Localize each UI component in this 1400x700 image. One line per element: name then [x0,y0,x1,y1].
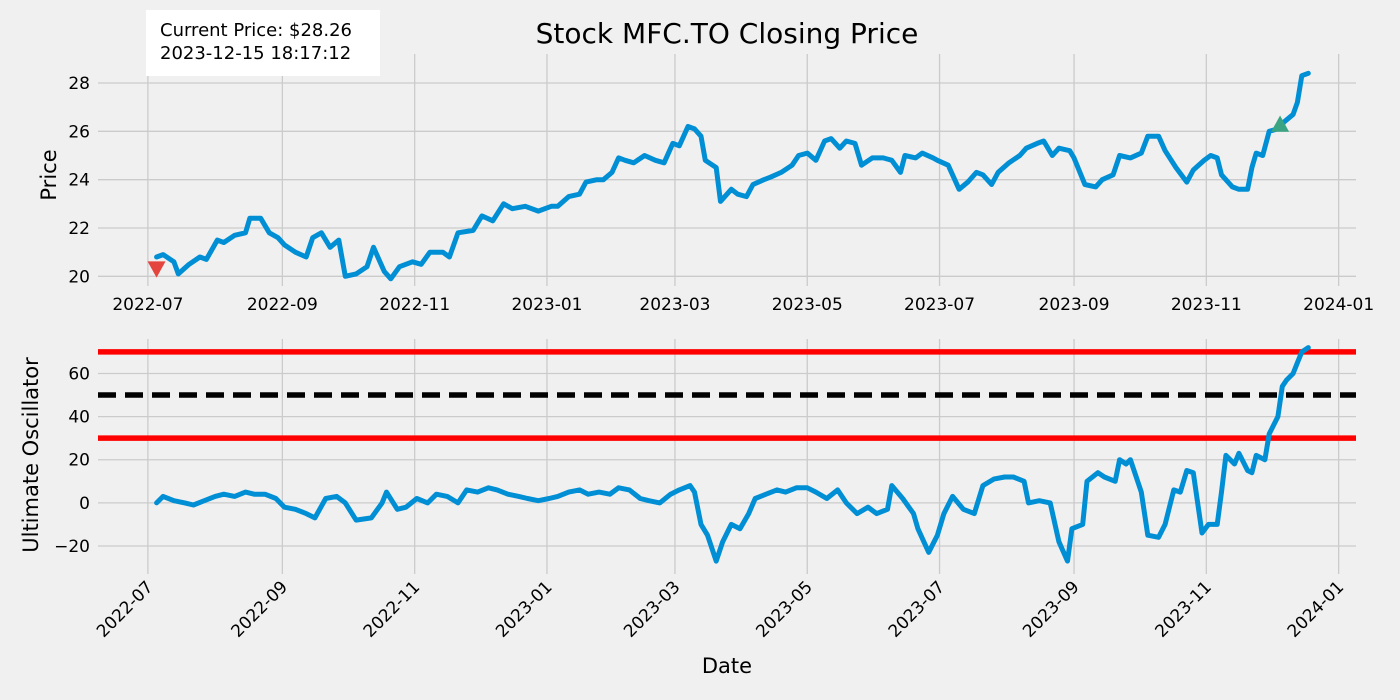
osc-x-tick-label: 2023-07 [885,577,949,641]
osc-y-tick-label: 40 [68,408,90,428]
osc-x-tick-label: 2022-07 [93,577,157,641]
osc-x-tick-label: 2023-11 [1152,577,1216,641]
price-x-tick-label: 2022-09 [247,295,318,315]
osc-x-tick-label: 2022-11 [360,577,424,641]
osc-y-tick-label: 20 [68,451,90,471]
oscillator-y-axis-label: Ultimate Oscillator [19,357,43,553]
osc-x-tick-label: 2024-01 [1284,577,1348,641]
sell-signal-marker [147,261,166,278]
price-x-tick-labels: 2022-07 2022-09 2022-11 2023-01 2023-03 2023-… [112,295,1374,315]
price-x-tick-label: 2023-03 [639,295,710,315]
price-y-tick-label: 20 [68,267,90,287]
price-line [154,70,1311,282]
price-y-tick-label: 24 [68,171,90,191]
x-axis-label: Date [702,654,752,678]
osc-x-tick-label: 2022-09 [228,577,292,641]
price-y-tick-labels: 20 22 24 26 28 [68,74,90,287]
osc-y-tick-label: 0 [79,494,90,514]
oscillator-reference-lines [98,349,1356,441]
osc-x-tick-label: 2023-05 [752,577,816,641]
current-price-box-bg [146,10,380,76]
price-x-tick-label: 2022-11 [379,295,450,315]
price-x-tick-label: 2022-07 [112,295,183,315]
price-x-tick-label: 2024-01 [1303,295,1374,315]
price-y-axis-label: Price [37,149,61,200]
osc-x-tick-label: 2023-09 [1019,577,1083,641]
current-price-box: Current Price: $28.26 2023-12-15 18:17:1… [146,10,380,76]
current-price-timestamp: 2023-12-15 18:17:12 [160,43,351,64]
price-signal-markers [147,115,1290,278]
price-x-tick-label: 2023-07 [904,295,975,315]
osc-y-tick-label: 60 [68,364,90,384]
price-y-tick-label: 22 [68,219,90,239]
oscillator-line [154,345,1311,564]
current-price-text: Current Price: $28.26 [160,20,352,41]
price-x-tick-label: 2023-01 [511,295,582,315]
oscillator-y-tick-labels: −20 0 20 40 60 [54,364,90,556]
price-x-tick-label: 2023-09 [1039,295,1110,315]
chart-title: Stock MFC.TO Closing Price [536,17,919,50]
buy-signal-marker [1271,115,1290,132]
price-x-tick-label: 2023-05 [772,295,843,315]
price-y-tick-label: 28 [68,74,90,94]
oscillator-grid [98,339,1356,574]
osc-x-tick-label: 2023-01 [492,577,556,641]
osc-x-tick-label: 2023-03 [620,577,684,641]
price-y-tick-label: 26 [68,122,90,142]
osc-y-tick-label: −20 [54,537,90,557]
price-grid [98,54,1356,286]
price-x-tick-label: 2023-11 [1171,295,1242,315]
oscillator-x-tick-labels: 2022-07 2022-09 2022-11 2023-01 2023-03 2023-… [93,577,1348,641]
